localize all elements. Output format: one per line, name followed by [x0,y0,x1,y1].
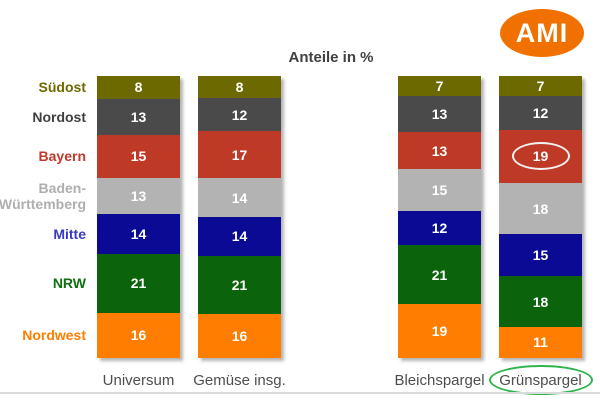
segment-value: 8 [235,79,244,96]
region-label: NRW [52,275,86,292]
category-label: Gemüse insg. [155,364,325,396]
segment-value: 16 [231,327,248,344]
segment-value: 15 [130,148,147,165]
segment-value: 8 [134,79,143,96]
segment-value: 12 [431,220,448,237]
bar-segment: 19 [398,304,481,358]
bar-segment: 15 [499,233,582,277]
category-label: Universum [54,364,224,396]
bar-segment: 17 [198,131,281,179]
bar-segment: 12 [499,95,582,130]
bar-segment: 7 [398,76,481,96]
bar-segment: 15 [97,135,180,178]
category-label-text: Universum [102,371,175,389]
segment-value: 14 [130,225,147,242]
bar-segment: 12 [398,211,481,246]
segment-value: 7 [435,77,444,94]
bar-segment: 11 [499,326,582,358]
bar-segment: 16 [97,312,180,358]
region-label: Bayern [38,148,86,165]
bar-segment: 21 [97,253,180,313]
segment-value: 12 [231,106,248,123]
chart-title: Anteile in % [288,49,374,66]
region-label: Baden-Württemberg [0,179,87,212]
bar-segment: 18 [499,183,582,234]
bar-segment: 12 [198,98,281,132]
segment-value: 13 [130,108,147,125]
segment-value: 7 [536,77,545,94]
segment-value: 11 [533,334,548,351]
category-highlight-ellipse: Grünspargel [488,365,593,395]
bar-segment: 15 [398,169,481,212]
bar-segment: 8 [198,76,281,99]
region-label: Südost [38,79,86,96]
bar-segment: 18 [499,276,582,327]
bar-segment: 8 [97,76,180,99]
category-label: Bleichspargel [355,364,525,396]
segment-value: 18 [532,293,549,310]
region-label: Mitte [53,225,86,242]
category-label-text: Bleichspargel [394,371,485,389]
bar-segment: 14 [97,214,180,254]
stacked-bar: 8 13 15 13 14 21 16 [97,76,180,358]
region-labels-column: Südost Nordost Bayern Baden-Württemberg Mitt… [0,76,90,358]
segment-value: 12 [532,104,549,121]
segment-value: 21 [231,276,248,293]
segment-value: 13 [431,106,448,123]
bar-segment: 14 [198,216,281,256]
stacked-bar: 7 13 13 15 12 21 19 [398,76,481,358]
region-label: Nordwest [22,327,86,344]
value-highlight-ellipse: 19 [511,142,570,171]
segment-value: 19 [532,148,549,165]
bar-segment: 13 [398,132,481,170]
ami-logo-text: AMI [515,17,569,48]
segment-value: 14 [231,228,248,245]
segment-value: 13 [431,142,448,159]
bar-segment: 19 [499,129,582,184]
stacked-bar: 8 12 17 14 14 21 16 [198,76,281,358]
bar-segment: 21 [398,245,481,305]
bar-segment: 16 [198,313,281,358]
region-label: Nordost [32,108,86,125]
bar-segment: 14 [198,178,281,217]
segment-value: 21 [130,275,147,292]
bar-segment: 13 [97,98,180,136]
bottom-divider [0,392,600,394]
segment-value: 15 [532,247,549,264]
bar-segment: 7 [499,76,582,96]
category-label-text: Gemüse insg. [193,371,286,389]
segment-value: 21 [431,266,448,283]
bar-segment: 21 [198,255,281,314]
bar-segment: 13 [398,95,481,133]
segment-value: 13 [130,187,147,204]
segment-value: 18 [532,200,549,217]
segment-value: 14 [231,189,248,206]
bar-segment: 13 [97,177,180,215]
category-label-text: Grünspargel [499,371,582,389]
stacked-bar: 7 12 19 18 15 18 11 [499,76,582,358]
segment-value: 15 [431,182,448,199]
ami-logo: AMI [500,9,584,57]
segment-value: 19 [431,323,448,340]
category-label: Grünspargel [456,364,600,396]
segment-value: 16 [130,327,147,344]
segment-value: 17 [231,146,248,163]
